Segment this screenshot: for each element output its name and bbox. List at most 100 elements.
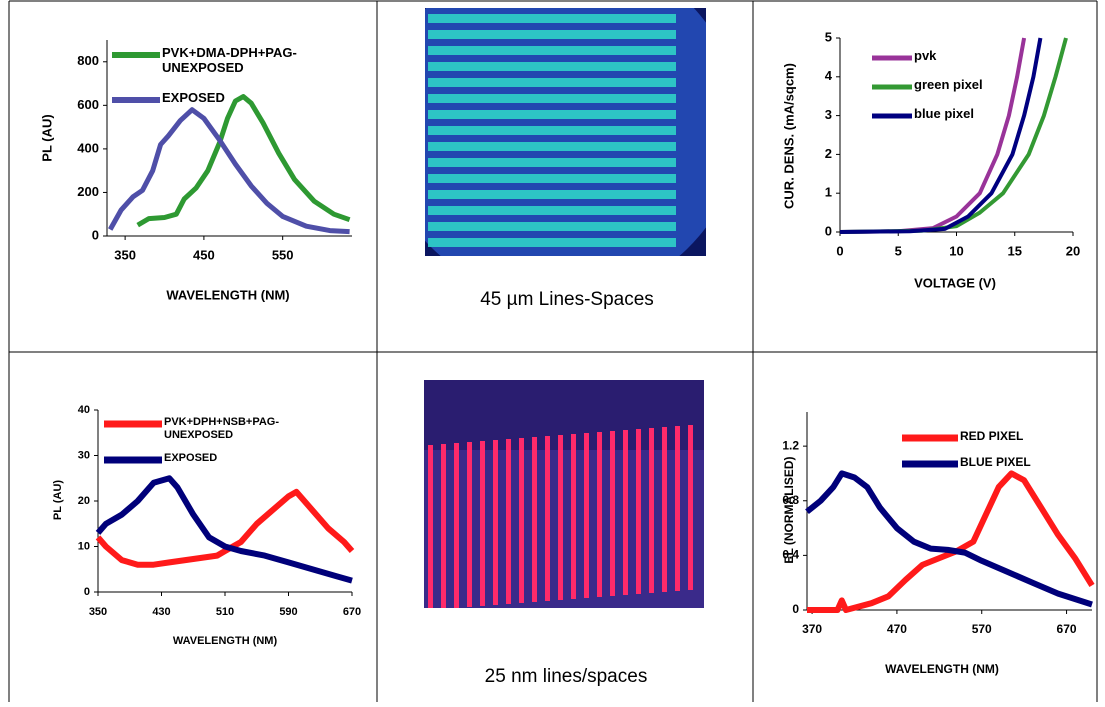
image-caption: 45 µm Lines-Spaces <box>480 289 654 310</box>
stripe <box>428 222 676 231</box>
micrograph-2 <box>424 380 704 608</box>
stripe <box>675 426 680 591</box>
stripe <box>506 439 511 604</box>
y-tick-label: 1.2 <box>782 438 799 452</box>
x-axis-title: WAVELENGTH (NM) <box>885 662 999 676</box>
y-tick-label: 2 <box>825 146 832 161</box>
y-axis-title: PL (AU) <box>39 114 54 161</box>
stripe <box>649 428 654 593</box>
x-tick-label: 15 <box>1008 243 1022 258</box>
x-tick-label: 5 <box>895 243 902 258</box>
legend-label: EXPOSED <box>164 452 218 465</box>
y-tick-label: 0 <box>84 586 90 598</box>
y-axis-title: PL (AU) <box>52 480 64 520</box>
legend-entry: PVK+DMA-DPH+PAG-UNEXPOSED <box>162 45 297 75</box>
x-axis-title: WAVELENGTH (NM) <box>173 635 278 647</box>
stripe <box>428 445 433 608</box>
series-line <box>839 37 1043 234</box>
stripe <box>428 62 676 71</box>
x-axis-title: WAVELENGTH (NM) <box>166 287 289 302</box>
x-tick-label: 430 <box>152 606 170 618</box>
y-axis-title: EL (NORMALISED) <box>782 456 796 563</box>
stripe <box>428 14 676 23</box>
x-tick-label: 370 <box>802 622 822 636</box>
y-tick-label: 10 <box>78 540 90 552</box>
stripe <box>428 46 676 55</box>
legend-entry: EXPOSED <box>164 452 218 465</box>
legend-label: green pixel <box>914 77 983 92</box>
series-line <box>136 94 351 228</box>
stripe <box>428 174 676 183</box>
series-line <box>95 488 355 568</box>
x-tick-label: 0 <box>836 243 843 258</box>
x-tick-label: 570 <box>972 622 992 636</box>
legend-label: BLUE PIXEL <box>960 455 1031 469</box>
legend-label: blue pixel <box>914 106 974 121</box>
stripe <box>428 142 676 151</box>
stripe <box>532 437 537 602</box>
x-tick-label: 10 <box>949 243 963 258</box>
stripe <box>493 440 498 605</box>
stripe <box>428 190 676 199</box>
stripe <box>688 425 693 590</box>
stripe <box>597 432 602 597</box>
image-caption: 25 nm lines/spaces <box>485 666 648 687</box>
stripe <box>610 431 615 596</box>
y-tick-label: 0 <box>792 602 799 616</box>
x-tick-label: 350 <box>89 606 107 618</box>
series-line <box>108 107 350 235</box>
stripe <box>428 126 676 135</box>
x-axis-title: VOLTAGE (V) <box>914 275 996 290</box>
y-tick-label: 3 <box>825 107 832 122</box>
table-borders <box>8 0 1098 702</box>
legend-entry: green pixel <box>914 77 983 92</box>
stripe <box>571 434 576 599</box>
x-tick-label: 670 <box>1057 622 1077 636</box>
legend-label: PVK+DMA-DPH+PAG-UNEXPOSED <box>162 45 297 75</box>
stripe <box>428 158 676 167</box>
x-tick-label: 470 <box>887 622 907 636</box>
y-axis-title: CUR. DENS. (mA/sqcm) <box>781 63 796 209</box>
y-tick-label: 0 <box>825 223 832 238</box>
stripe <box>662 427 667 592</box>
y-tick-label: 0.8 <box>782 493 799 507</box>
legend-label: pvk <box>914 48 937 63</box>
stripe <box>428 30 676 39</box>
y-tick-label: 1 <box>825 185 832 200</box>
x-tick-label: 350 <box>114 247 136 262</box>
stripe <box>467 442 472 607</box>
legend-label: EXPOSED <box>162 90 225 105</box>
y-tick-label: 4 <box>825 68 833 83</box>
stripe <box>428 78 676 87</box>
series-line <box>95 475 353 584</box>
stripe <box>441 444 446 608</box>
stripe <box>623 430 628 595</box>
stripe <box>545 436 550 601</box>
stripe <box>454 443 459 608</box>
stripe <box>558 435 563 600</box>
x-tick-label: 590 <box>279 606 297 618</box>
legend-entry: pvk <box>914 48 937 63</box>
stripe <box>519 438 524 603</box>
y-tick-label: 600 <box>77 97 99 112</box>
stripe <box>636 429 641 594</box>
y-tick-label: 20 <box>78 495 90 507</box>
x-tick-label: 20 <box>1066 243 1080 258</box>
stripe <box>428 94 676 103</box>
y-tick-label: 800 <box>77 53 99 68</box>
y-tick-label: 400 <box>77 140 99 155</box>
y-tick-label: 40 <box>78 404 90 416</box>
legend-label: PVK+DPH+NSB+PAG-UNEXPOSED <box>164 416 280 441</box>
stripe <box>428 110 676 119</box>
legend-entry: BLUE PIXEL <box>960 455 1031 469</box>
x-tick-label: 510 <box>216 606 234 618</box>
stripe <box>584 433 589 598</box>
x-tick-label: 550 <box>272 247 294 262</box>
legend-entry: blue pixel <box>914 106 974 121</box>
micrograph-1 <box>425 8 706 256</box>
legend-entry: RED PIXEL <box>960 430 1023 443</box>
stripe <box>428 206 676 215</box>
series-line <box>805 470 1093 608</box>
y-tick-label: 0.4 <box>782 548 799 562</box>
